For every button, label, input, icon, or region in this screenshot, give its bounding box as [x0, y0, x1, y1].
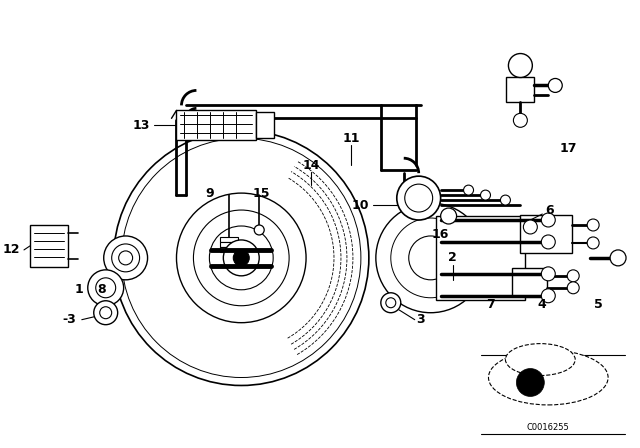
Circle shape	[93, 301, 118, 325]
Circle shape	[118, 251, 132, 265]
Circle shape	[381, 293, 401, 313]
Circle shape	[409, 236, 452, 280]
Text: 9: 9	[205, 187, 214, 200]
Circle shape	[114, 130, 369, 385]
Text: 5: 5	[594, 298, 602, 311]
Circle shape	[254, 225, 264, 235]
Circle shape	[209, 226, 273, 290]
Bar	[220, 237, 238, 242]
Circle shape	[541, 289, 556, 303]
Text: 10: 10	[351, 198, 369, 211]
Circle shape	[524, 220, 538, 234]
Circle shape	[386, 298, 396, 308]
Circle shape	[610, 250, 626, 266]
Circle shape	[404, 184, 433, 212]
Bar	[506, 78, 534, 103]
Circle shape	[548, 78, 563, 92]
Circle shape	[112, 244, 140, 272]
Circle shape	[587, 237, 599, 249]
Circle shape	[177, 193, 306, 323]
Text: 8: 8	[98, 283, 106, 296]
Circle shape	[122, 138, 361, 378]
Text: 16: 16	[432, 228, 449, 241]
Circle shape	[234, 250, 249, 266]
Bar	[256, 112, 274, 138]
Text: 17: 17	[559, 142, 577, 155]
Bar	[177, 110, 256, 140]
Bar	[220, 242, 238, 247]
Circle shape	[88, 270, 124, 306]
Circle shape	[391, 218, 470, 298]
Circle shape	[587, 219, 599, 231]
Circle shape	[193, 210, 289, 306]
Circle shape	[440, 208, 456, 224]
Circle shape	[104, 236, 148, 280]
Circle shape	[567, 270, 579, 282]
Circle shape	[376, 203, 486, 313]
Circle shape	[463, 185, 474, 195]
Circle shape	[513, 113, 527, 127]
Text: 11: 11	[342, 132, 360, 145]
Circle shape	[100, 307, 112, 319]
Circle shape	[397, 176, 440, 220]
Text: C0016255: C0016255	[527, 423, 570, 432]
Text: 15: 15	[252, 187, 270, 200]
Bar	[436, 216, 525, 300]
Circle shape	[567, 282, 579, 294]
Circle shape	[541, 213, 556, 227]
Text: 2: 2	[448, 251, 457, 264]
Ellipse shape	[506, 344, 575, 375]
Bar	[30, 225, 68, 267]
Text: 13: 13	[132, 119, 150, 132]
Circle shape	[481, 190, 490, 200]
Text: 12: 12	[3, 243, 20, 256]
Text: 6: 6	[545, 203, 554, 216]
Bar	[513, 268, 547, 296]
Circle shape	[508, 54, 532, 78]
Text: 7: 7	[486, 298, 495, 311]
Ellipse shape	[488, 350, 608, 405]
Circle shape	[96, 278, 116, 298]
Text: 14: 14	[302, 159, 320, 172]
Circle shape	[223, 240, 259, 276]
Circle shape	[516, 369, 544, 396]
Circle shape	[500, 195, 511, 205]
Bar	[520, 215, 572, 253]
Text: 1: 1	[75, 283, 84, 296]
Circle shape	[541, 235, 556, 249]
Text: 3: 3	[416, 313, 424, 326]
Text: 4: 4	[538, 298, 547, 311]
Text: -3: -3	[62, 313, 76, 326]
Bar	[220, 247, 238, 252]
Circle shape	[541, 267, 556, 281]
